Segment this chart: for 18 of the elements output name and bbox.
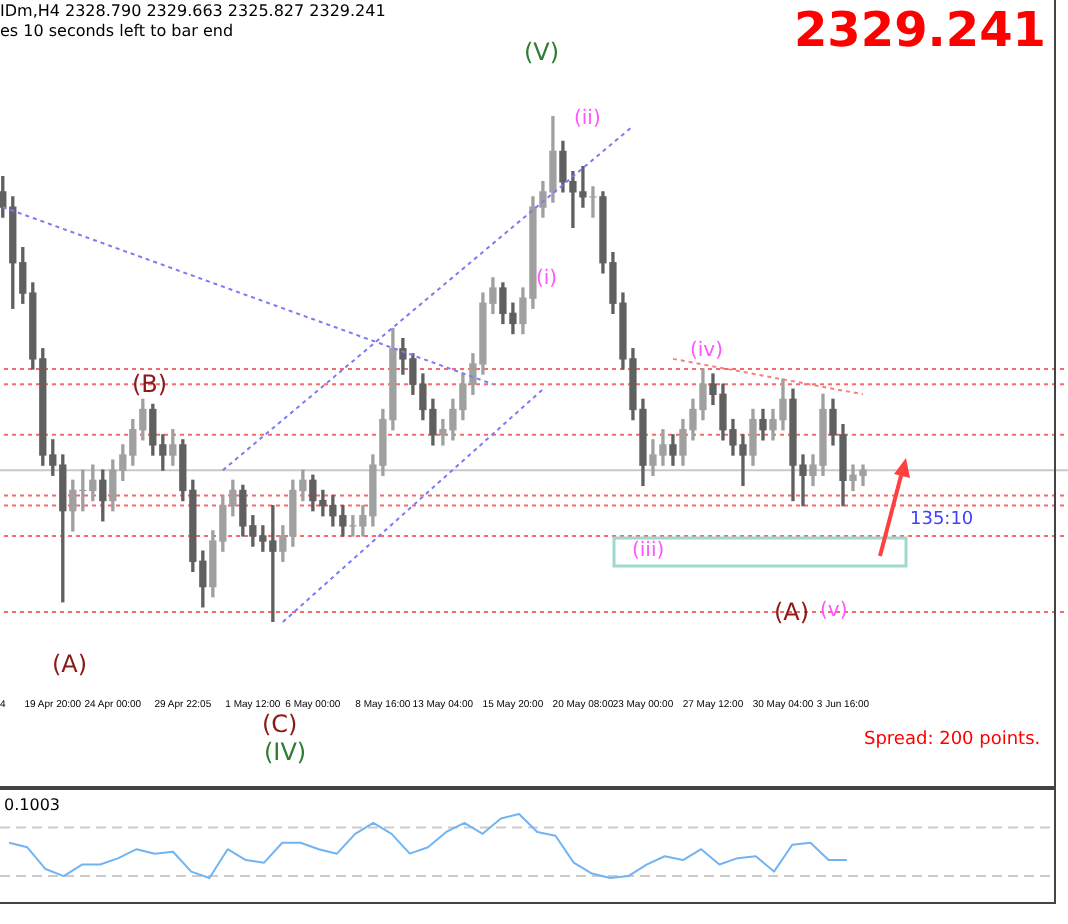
text: 135:10 (910, 510, 974, 532)
text: es 10 seconds left to bar end (0, 22, 234, 42)
annotation: (i) (536, 268, 558, 290)
annotation: (v) (820, 600, 848, 622)
candlestick (589, 186, 597, 218)
text: (C) (262, 710, 298, 739)
text: Spread: 200 points. (864, 730, 1041, 752)
text: (V) (524, 38, 560, 67)
annotation: (A) (774, 598, 810, 627)
annotation: (iv) (690, 340, 723, 362)
annotation: (iii) (632, 540, 665, 562)
annotation: (ii) (574, 108, 601, 130)
text: 2329.241 (793, 2, 1046, 58)
text: IDm,H4 2328.790 2329.663 2325.827 2329.241 (0, 2, 386, 22)
text: (IV) (264, 738, 307, 767)
annotation: 0.1003 (4, 796, 60, 816)
text: (A) (52, 650, 88, 679)
annotation: (B) (132, 370, 168, 399)
